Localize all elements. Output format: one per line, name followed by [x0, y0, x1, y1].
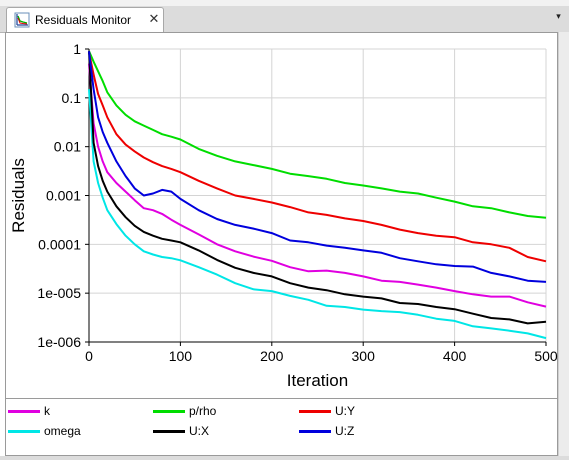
series-line-u-z	[88, 51, 547, 283]
y-tick-label: 0.01	[54, 139, 81, 155]
tab-bar: Residuals Monitor ✕ ▾	[0, 0, 569, 33]
side-frame	[558, 32, 569, 460]
residuals-chart-icon	[14, 12, 30, 28]
series-line-u-y	[88, 52, 547, 263]
legend-label: U:Z	[335, 424, 355, 438]
y-axis-title: Residuals	[9, 158, 28, 233]
legend-swatch	[153, 430, 185, 433]
x-tick-label: 500	[534, 348, 558, 364]
x-tick-label: 100	[169, 348, 193, 364]
legend-label: k	[44, 404, 50, 418]
series-line-p-rho	[88, 50, 547, 219]
x-tick-label: 300	[352, 348, 376, 364]
legend-label: p/rho	[189, 404, 217, 418]
x-axis-title: Iteration	[287, 371, 348, 390]
tab-bar-top-strip	[0, 0, 569, 6]
y-tick-label: 0.0001	[38, 236, 81, 252]
legend-label: U:Y	[335, 404, 356, 418]
legend-swatch	[8, 410, 40, 413]
x-tick-label: 0	[85, 348, 93, 364]
x-tick-label: 400	[443, 348, 467, 364]
legend-swatch	[299, 430, 331, 433]
legend-label: omega	[44, 424, 81, 438]
y-tick-label: 0.001	[46, 188, 81, 204]
legend-separator	[5, 398, 558, 399]
x-tick-label: 200	[260, 348, 284, 364]
chevron-down-icon[interactable]: ▾	[556, 11, 561, 21]
bottom-frame	[0, 456, 569, 460]
series-line-omega	[88, 89, 547, 340]
tab-title: Residuals Monitor	[35, 13, 132, 27]
legend-label: U:X	[189, 424, 210, 438]
legend-swatch	[299, 410, 331, 413]
y-tick-label: 0.1	[62, 90, 82, 106]
tab-residuals-monitor[interactable]: Residuals Monitor ✕	[6, 7, 164, 32]
y-tick-label: 1e-006	[37, 334, 81, 350]
series-line-k	[88, 63, 547, 308]
series-line-u-x	[88, 51, 547, 325]
close-icon[interactable]: ✕	[148, 11, 160, 26]
y-tick-label: 1e-005	[37, 285, 81, 301]
legend-swatch	[8, 430, 40, 433]
legend-swatch	[153, 410, 185, 413]
y-tick-label: 1	[73, 41, 81, 57]
